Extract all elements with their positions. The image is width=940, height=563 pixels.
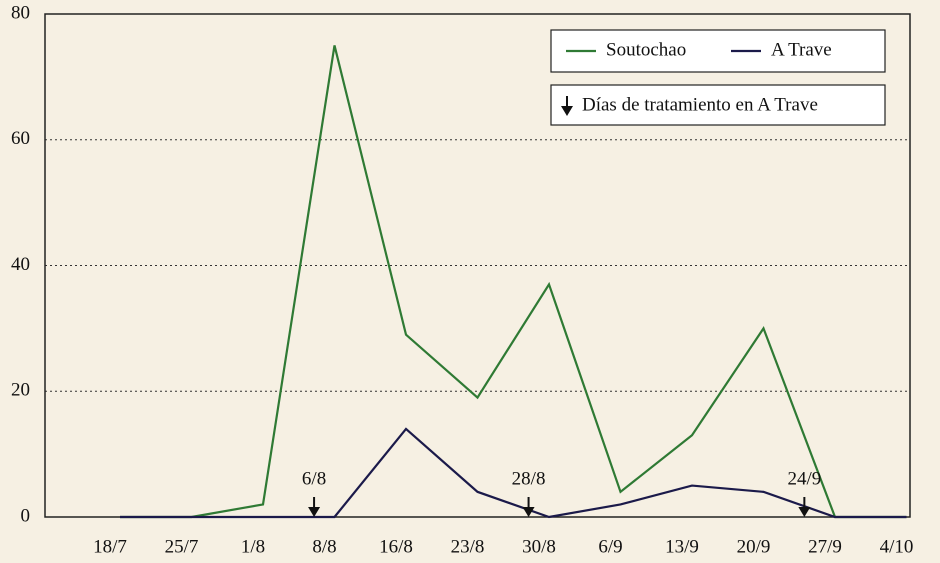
legend-box bbox=[550, 29, 886, 73]
x-tick-label: 25/7 bbox=[165, 536, 199, 557]
x-tick-label: 8/8 bbox=[312, 536, 336, 557]
treatment-label: 24/9 bbox=[787, 468, 821, 489]
x-tick-label: 20/9 bbox=[737, 536, 771, 557]
x-tick-label: 23/8 bbox=[451, 536, 485, 557]
y-tick-label: 60 bbox=[11, 128, 30, 149]
treatment-label: 6/8 bbox=[302, 468, 326, 489]
treatment-legend-box bbox=[550, 84, 886, 126]
legend-label: Soutochao bbox=[606, 39, 686, 60]
x-tick-label: 6/9 bbox=[598, 536, 622, 557]
treatment-legend-label: Días de tratamiento en A Trave bbox=[582, 94, 818, 115]
y-tick-label: 20 bbox=[11, 380, 30, 401]
y-tick-label: 80 bbox=[11, 2, 30, 23]
legend-label: A Trave bbox=[771, 39, 832, 60]
x-tick-label: 16/8 bbox=[379, 536, 413, 557]
treatment-arrow-head bbox=[522, 507, 535, 517]
x-tick-label: 13/9 bbox=[665, 536, 699, 557]
treatment-arrow-head bbox=[308, 507, 321, 517]
data-line bbox=[120, 427, 907, 519]
treatment-arrow-head bbox=[798, 507, 811, 517]
x-tick-label: 30/8 bbox=[522, 536, 556, 557]
plot-frame bbox=[44, 13, 911, 518]
x-tick-label: 1/8 bbox=[241, 536, 265, 557]
data-line bbox=[120, 45, 907, 519]
treatment-legend-arrow-head bbox=[561, 106, 573, 116]
y-tick-label: 40 bbox=[11, 254, 30, 275]
x-tick-label: 27/9 bbox=[808, 536, 842, 557]
x-tick-label: 4/10 bbox=[880, 536, 914, 557]
treatment-label: 28/8 bbox=[512, 468, 546, 489]
x-tick-label: 18/7 bbox=[93, 536, 127, 557]
y-tick-label: 0 bbox=[21, 505, 31, 526]
